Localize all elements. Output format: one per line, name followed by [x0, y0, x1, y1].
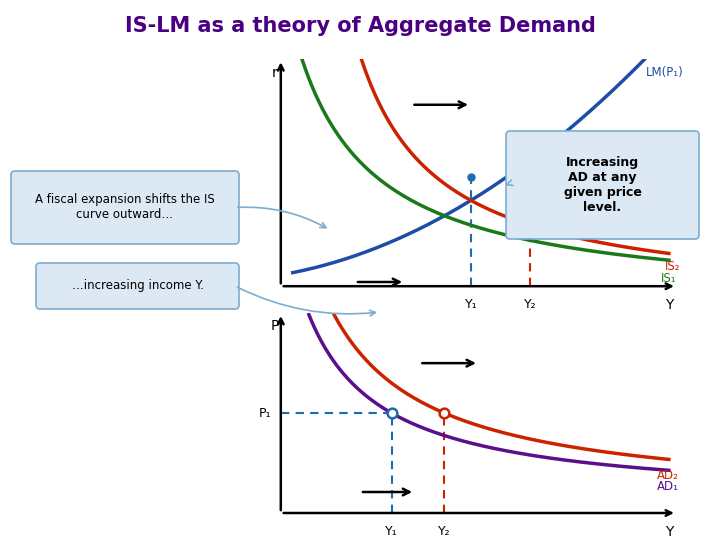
- FancyBboxPatch shape: [11, 171, 239, 244]
- Text: IS₁: IS₁: [661, 272, 677, 285]
- Text: Y₁: Y₁: [464, 298, 477, 310]
- Text: IS₂: IS₂: [665, 260, 680, 273]
- Text: r: r: [272, 66, 278, 80]
- Text: Y₂: Y₂: [438, 525, 451, 538]
- Text: P: P: [271, 319, 279, 333]
- Text: Y₁: Y₁: [385, 525, 398, 538]
- FancyBboxPatch shape: [36, 263, 239, 309]
- Text: P₁: P₁: [258, 407, 271, 420]
- Text: AD₂: AD₂: [657, 469, 679, 482]
- Text: Y₂: Y₂: [524, 298, 536, 310]
- FancyBboxPatch shape: [506, 131, 699, 239]
- Text: Y: Y: [665, 525, 673, 539]
- Text: IS-LM as a theory of Aggregate Demand: IS-LM as a theory of Aggregate Demand: [125, 16, 595, 36]
- Text: Increasing
AD at any
given price
level.: Increasing AD at any given price level.: [564, 156, 642, 214]
- Text: A fiscal expansion shifts the IS
curve outward…: A fiscal expansion shifts the IS curve o…: [35, 193, 215, 221]
- Text: AD₁: AD₁: [657, 480, 679, 494]
- Text: LM(P₁): LM(P₁): [647, 66, 684, 79]
- Text: Y: Y: [665, 298, 673, 312]
- Text: …increasing income Y.: …increasing income Y.: [71, 280, 204, 293]
